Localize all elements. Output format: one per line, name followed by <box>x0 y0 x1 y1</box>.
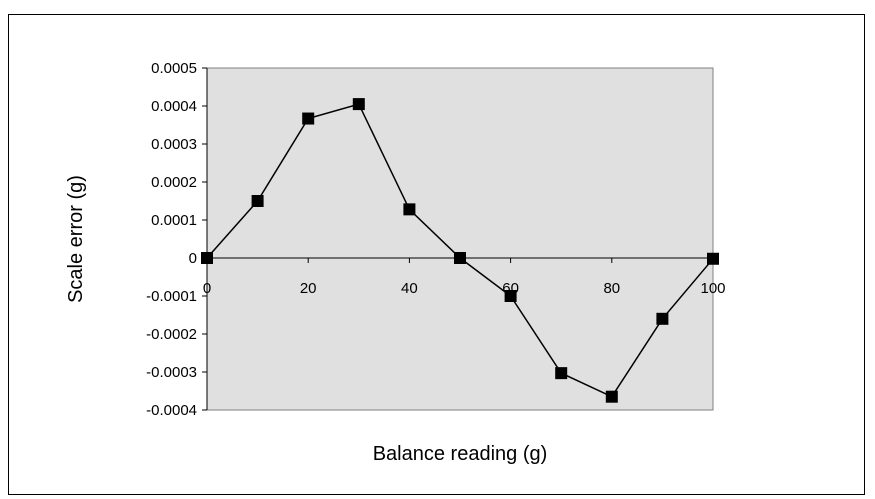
data-point-marker <box>302 112 315 125</box>
data-point-marker <box>201 252 213 264</box>
y-tick-label: -0.0004 <box>146 402 197 419</box>
data-point-marker <box>504 290 517 302</box>
x-tick-label: 20 <box>300 280 317 297</box>
y-axis-title: Scale error (g) <box>65 175 87 303</box>
x-tick-label: 40 <box>401 280 418 297</box>
x-axis-title: Balance reading (g) <box>373 443 548 465</box>
y-tick-label: 0.0002 <box>151 174 197 191</box>
data-point-marker <box>454 252 466 264</box>
plot-area <box>206 67 714 411</box>
y-tick-label: 0.0003 <box>151 136 197 153</box>
y-tick-label: 0.0004 <box>151 98 197 115</box>
data-point-marker <box>555 367 568 380</box>
data-point-marker <box>707 252 719 265</box>
y-tick-label: 0.0001 <box>151 212 197 229</box>
y-tick-label: -0.0002 <box>146 326 197 343</box>
y-tick-label: -0.0001 <box>146 288 197 305</box>
data-point-marker <box>403 203 416 216</box>
data-point-marker <box>251 195 264 207</box>
data-point-marker <box>605 390 618 403</box>
y-axis: 0.0005 0.0004 0.0003 0.0002 0.0001 0 -0.0001 -0… <box>146 60 208 419</box>
x-tick-label: 80 <box>603 280 620 297</box>
data-point-marker <box>656 312 669 325</box>
data-point-marker <box>352 98 365 111</box>
y-tick-label: 0 <box>189 250 197 267</box>
y-tick-label: -0.0003 <box>146 364 197 381</box>
x-tick-label: 100 <box>700 280 725 297</box>
x-axis: 0 20 40 60 80 100 <box>203 257 726 297</box>
y-tick-label: 0.0005 <box>151 60 197 77</box>
series-layer <box>201 98 719 403</box>
